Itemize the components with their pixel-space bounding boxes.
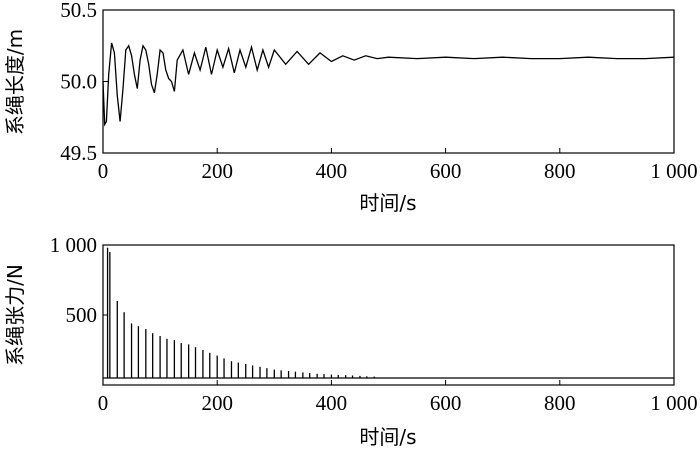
tension-x-tick-label: 800 (544, 391, 576, 415)
tension-x-tick-label: 200 (201, 391, 233, 415)
tension-x-tick-label: 600 (430, 391, 462, 415)
length-x-axis-title: 时间/s (359, 191, 416, 215)
tension-y-tick-label: 500 (66, 303, 98, 327)
tension-x-axis-title: 时间/s (359, 425, 416, 449)
tension-x-ticks: 0 200 400 600 800 1 000 (98, 380, 698, 415)
tension-x-tick-label: 0 (98, 391, 109, 415)
length-x-tick-label: 800 (544, 159, 576, 183)
length-chart: 49.5 50.0 50.5 0 200 400 600 800 1 000 时间/s 系绳长… (3, 0, 698, 215)
length-x-tick-label: 400 (316, 159, 348, 183)
length-plot-frame (102, 9, 675, 154)
tension-x-tick-label: 400 (316, 391, 348, 415)
tension-y-axis-title: 系绳张力/N (3, 264, 27, 366)
tension-x-tick-label: 1 000 (650, 391, 697, 415)
length-x-tick-label: 1 000 (650, 159, 697, 183)
length-y-tick-label: 50.0 (60, 70, 97, 94)
length-y-tick-label: 49.5 (60, 141, 97, 165)
tension-series (103, 247, 674, 379)
length-y-axis-title: 系绳长度/m (3, 29, 27, 135)
length-series-line (102, 42, 675, 127)
tension-y-ticks: 500 1 000 (50, 233, 108, 327)
length-x-tick-label: 600 (430, 159, 462, 183)
tension-y-tick-label: 1 000 (50, 233, 97, 257)
tension-chart: 500 1 000 0 200 400 600 800 1 000 时间/s 系绳张力/N (3, 233, 698, 449)
length-y-ticks: 49.5 50.0 50.5 (60, 0, 108, 165)
length-y-tick-label: 50.5 (60, 0, 97, 22)
length-x-tick-label: 200 (201, 159, 233, 183)
length-x-tick-label: 0 (98, 159, 109, 183)
length-x-ticks: 0 200 400 600 800 1 000 (98, 148, 698, 183)
